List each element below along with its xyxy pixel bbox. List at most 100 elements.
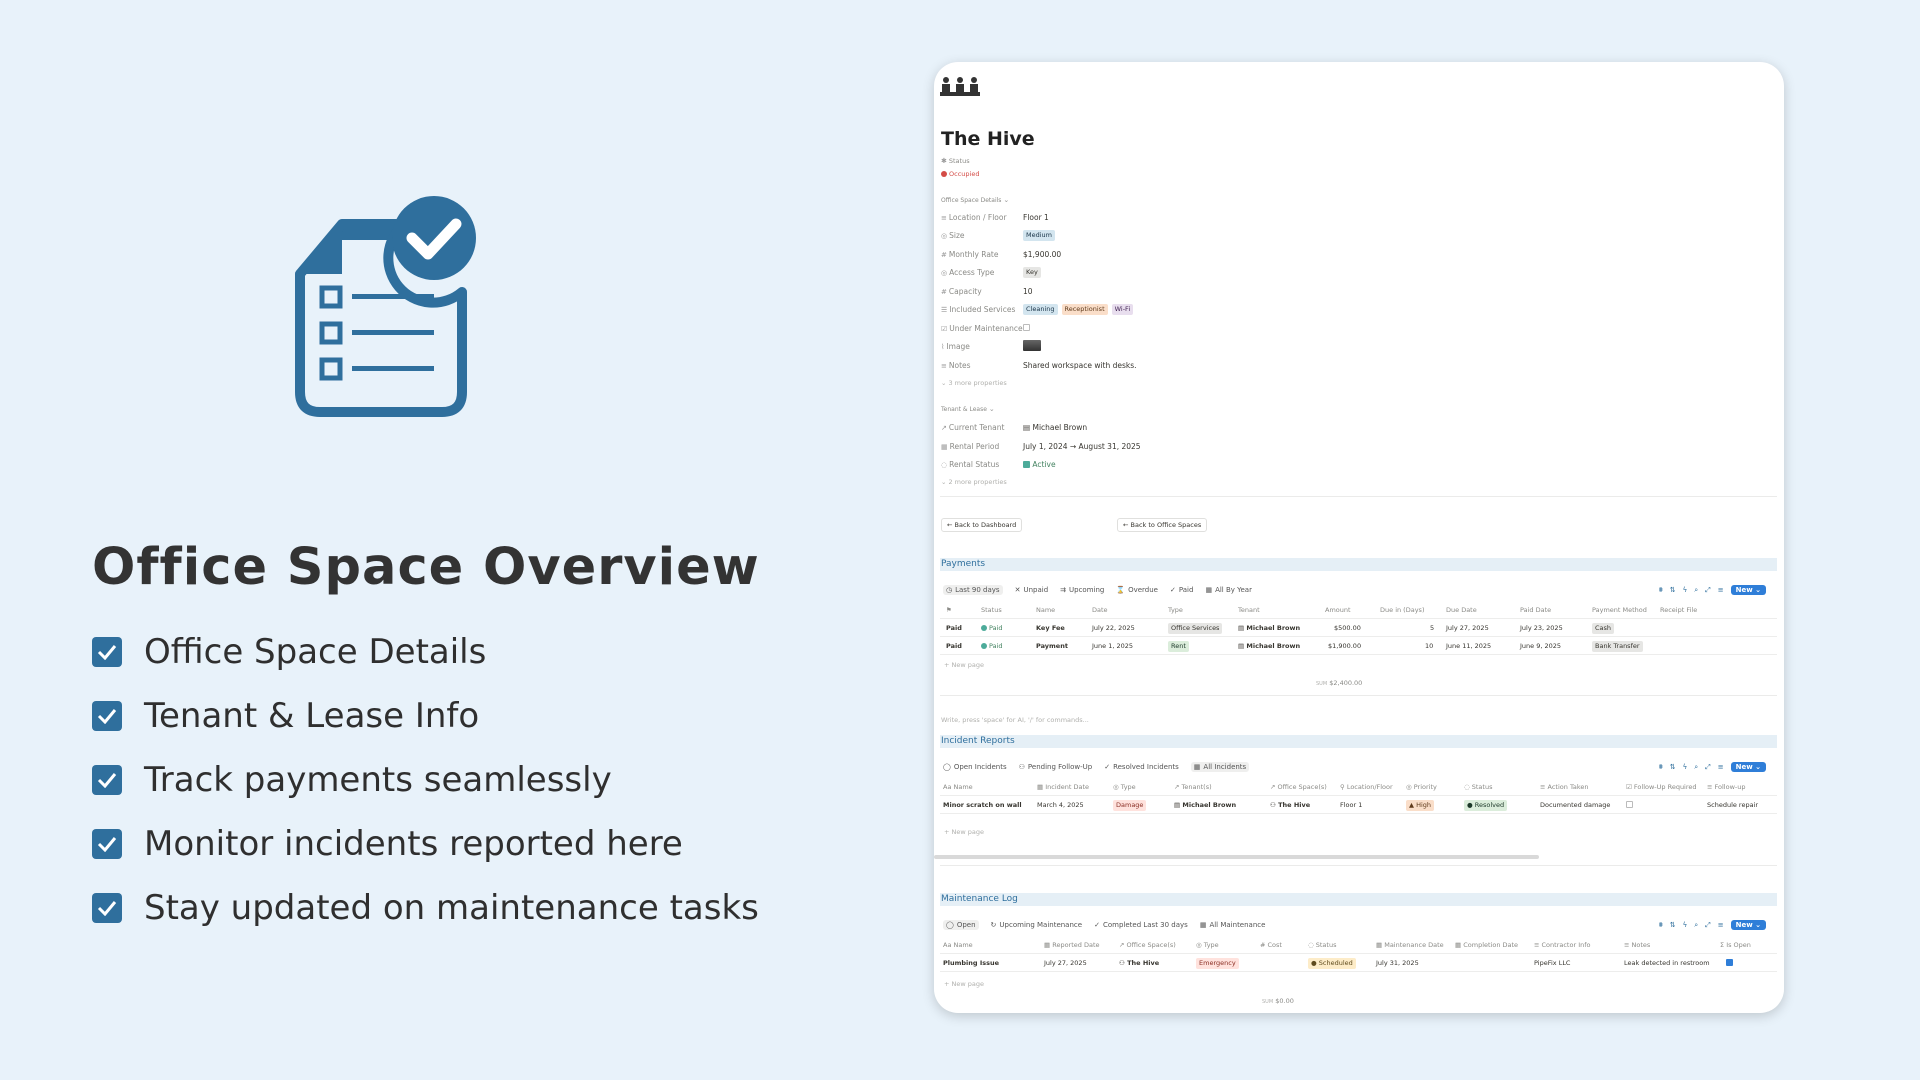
incident-section-title[interactable]: Incident Reports xyxy=(940,735,1777,748)
prop-services-value[interactable]: Cleaning Receptionist Wi-Fi xyxy=(1023,304,1134,315)
column-header[interactable]: Due Date xyxy=(1446,606,1477,614)
tab-completed-last-30-days[interactable]: ✓ Completed Last 30 days xyxy=(1094,921,1188,929)
search-icon[interactable]: ⌕ xyxy=(1694,920,1699,929)
prop-capacity-value[interactable]: 10 xyxy=(1023,287,1033,296)
tab-all-by-year[interactable]: ▦ All By Year xyxy=(1205,586,1252,594)
tab-overdue[interactable]: ⌛ Overdue xyxy=(1116,586,1158,594)
sum-aggregate[interactable]: SUM $0.00 xyxy=(1262,997,1294,1005)
expand-icon[interactable]: ⤢ xyxy=(1705,920,1711,929)
lightning-icon[interactable]: ϟ xyxy=(1682,586,1688,594)
filter-icon[interactable]: ⩩ xyxy=(1659,762,1663,771)
payments-header-row: ⚑ Status Name Date Type Tenant Amount Du… xyxy=(940,602,1777,619)
more-properties-toggle[interactable]: ⌄ 2 more properties xyxy=(941,478,1007,486)
column-header[interactable]: Amount xyxy=(1325,606,1351,614)
column-header[interactable]: Receipt File xyxy=(1660,606,1698,614)
expand-icon[interactable]: ⤢ xyxy=(1705,762,1711,771)
maintenance-new-button[interactable]: New ⌄ xyxy=(1730,920,1767,930)
incident-view-tabs: ◯ Open Incidents ⚇ Pending Follow-Up ✓ Reso… xyxy=(943,762,1250,772)
check-icon: ✓ xyxy=(1104,763,1111,771)
expand-icon[interactable]: ⤢ xyxy=(1705,585,1711,594)
maintenance-checkbox[interactable] xyxy=(1023,324,1030,333)
checkbox-checked-icon xyxy=(1023,461,1030,468)
lightning-icon[interactable]: ϟ xyxy=(1682,763,1688,771)
column-header[interactable]: Status xyxy=(981,606,1002,614)
office-details-header[interactable]: Office Space Details ⌄ xyxy=(941,196,1010,204)
maintenance-toolbar: ⩩ ⇅ ϟ ⌕ ⤢ ≡ New ⌄ xyxy=(1659,920,1767,930)
more-properties-toggle[interactable]: ⌄ 3 more properties xyxy=(941,379,1007,387)
column-header[interactable]: Name xyxy=(1036,606,1056,614)
service-tag: Receptionist xyxy=(1061,304,1108,315)
payments-section-title[interactable]: Payments xyxy=(940,558,1777,571)
divider xyxy=(940,695,1777,696)
sparkle-icon: ✱ xyxy=(941,157,947,165)
status-label: ✱ Status xyxy=(941,157,970,165)
column-header[interactable]: Date xyxy=(1092,606,1108,614)
new-page-button[interactable]: + New page xyxy=(944,661,984,669)
table-row[interactable]: Plumbing Issue July 27, 2025 ⚇ The Hive … xyxy=(940,955,1777,972)
tab-paid[interactable]: ✓ Paid xyxy=(1169,586,1194,594)
back-to-office-spaces-button[interactable]: ← Back to Office Spaces xyxy=(1117,518,1208,532)
tab-pending-follow-up[interactable]: ⚇ Pending Follow-Up xyxy=(1018,763,1093,771)
prop-location-value[interactable]: Floor 1 xyxy=(1023,213,1049,222)
search-icon[interactable]: ⌕ xyxy=(1694,762,1699,771)
column-header[interactable]: Payment Method xyxy=(1592,606,1647,614)
rental-period-value[interactable]: July 1, 2024 → August 31, 2025 xyxy=(1023,442,1141,451)
tab-unpaid[interactable]: ✕ Unpaid xyxy=(1014,586,1049,594)
horizontal-scrollbar[interactable] xyxy=(934,855,1539,859)
status-badge[interactable]: Occupied xyxy=(941,170,979,178)
new-page-button[interactable]: + New page xyxy=(944,980,984,988)
table-row[interactable]: Paid Paid Key Fee July 22, 2025 Office S… xyxy=(940,620,1777,637)
filter-icon[interactable]: ⩩ xyxy=(1659,920,1663,929)
checkbox-checked-icon xyxy=(92,829,122,859)
tab-resolved-incidents[interactable]: ✓ Resolved Incidents xyxy=(1104,763,1179,771)
sort-icon[interactable]: ⇅ xyxy=(1669,763,1676,771)
checkbox-checked-icon xyxy=(92,765,122,795)
table-icon: ▦ xyxy=(1193,763,1201,771)
table-row[interactable]: Minor scratch on wall March 4, 2025 Dama… xyxy=(940,797,1777,814)
check-icon: ✓ xyxy=(1169,586,1176,594)
is-open-checkbox[interactable] xyxy=(1726,959,1733,968)
rental-status-value[interactable]: Active xyxy=(1023,460,1056,469)
tab-upcoming-maintenance[interactable]: ↻ Upcoming Maintenance xyxy=(990,921,1083,929)
write-prompt[interactable]: Write, press 'space' for AI, '/' for com… xyxy=(941,716,1089,724)
prop-label: # Monthly Rate xyxy=(941,250,999,259)
prop-label: ☑ Under Maintenance xyxy=(941,324,1023,333)
calendar-icon: ▦ xyxy=(1205,586,1213,594)
filter-icon[interactable]: ⩩ xyxy=(1659,585,1663,594)
sort-icon[interactable]: ⇅ xyxy=(1669,586,1676,594)
prop-rate-value[interactable]: $1,900.00 xyxy=(1023,250,1062,259)
lightning-icon[interactable]: ϟ xyxy=(1682,921,1688,929)
column-header[interactable]: Paid Date xyxy=(1520,606,1552,614)
follow-up-checkbox[interactable] xyxy=(1626,801,1633,810)
prop-notes-value[interactable]: Shared workspace with desks. xyxy=(1023,361,1137,370)
column-header[interactable]: Type xyxy=(1168,606,1183,614)
image-thumbnail[interactable] xyxy=(1023,340,1041,351)
team-icon xyxy=(940,77,980,96)
tenant-lease-header[interactable]: Tenant & Lease ⌄ xyxy=(941,405,995,413)
settings-icon[interactable]: ≡ xyxy=(1717,763,1724,771)
tab-open[interactable]: ◯ Open xyxy=(943,920,979,930)
payments-new-button[interactable]: New ⌄ xyxy=(1730,585,1767,595)
settings-icon[interactable]: ≡ xyxy=(1717,921,1724,929)
back-to-dashboard-button[interactable]: ← Back to Dashboard xyxy=(941,518,1023,532)
incident-new-button[interactable]: New ⌄ xyxy=(1730,762,1767,772)
tab-open-incidents[interactable]: ◯ Open Incidents xyxy=(943,763,1007,771)
feature-item: Track payments seamlessly xyxy=(92,748,759,812)
tab-last-90-days[interactable]: ◷ Last 90 days xyxy=(943,585,1003,595)
tab-upcoming[interactable]: ⇉ Upcoming xyxy=(1060,586,1105,594)
prop-size-value[interactable]: Medium xyxy=(1023,230,1055,241)
sort-icon[interactable]: ⇅ xyxy=(1669,921,1676,929)
search-icon[interactable]: ⌕ xyxy=(1694,585,1699,594)
table-row[interactable]: Paid Paid Payment June 1, 2025 Rent ▤ Mi… xyxy=(940,638,1777,655)
settings-icon[interactable]: ≡ xyxy=(1717,586,1724,594)
notion-page-card: The Hive ✱ Status Occupied Office Space D… xyxy=(934,62,1784,1013)
sum-aggregate[interactable]: SUM $2,400.00 xyxy=(1316,679,1363,687)
column-header[interactable]: Due in (Days) xyxy=(1380,606,1425,614)
new-page-button[interactable]: + New page xyxy=(944,828,984,836)
prop-access-value[interactable]: Key xyxy=(1023,267,1041,278)
column-header[interactable]: Tenant xyxy=(1238,606,1260,614)
tab-all-maintenance[interactable]: ▦ All Maintenance xyxy=(1199,921,1266,929)
current-tenant-link[interactable]: ▤ Michael Brown xyxy=(1023,423,1088,432)
tab-all-incidents[interactable]: ▦ All Incidents xyxy=(1190,762,1250,772)
maintenance-section-title[interactable]: Maintenance Log xyxy=(940,893,1777,906)
